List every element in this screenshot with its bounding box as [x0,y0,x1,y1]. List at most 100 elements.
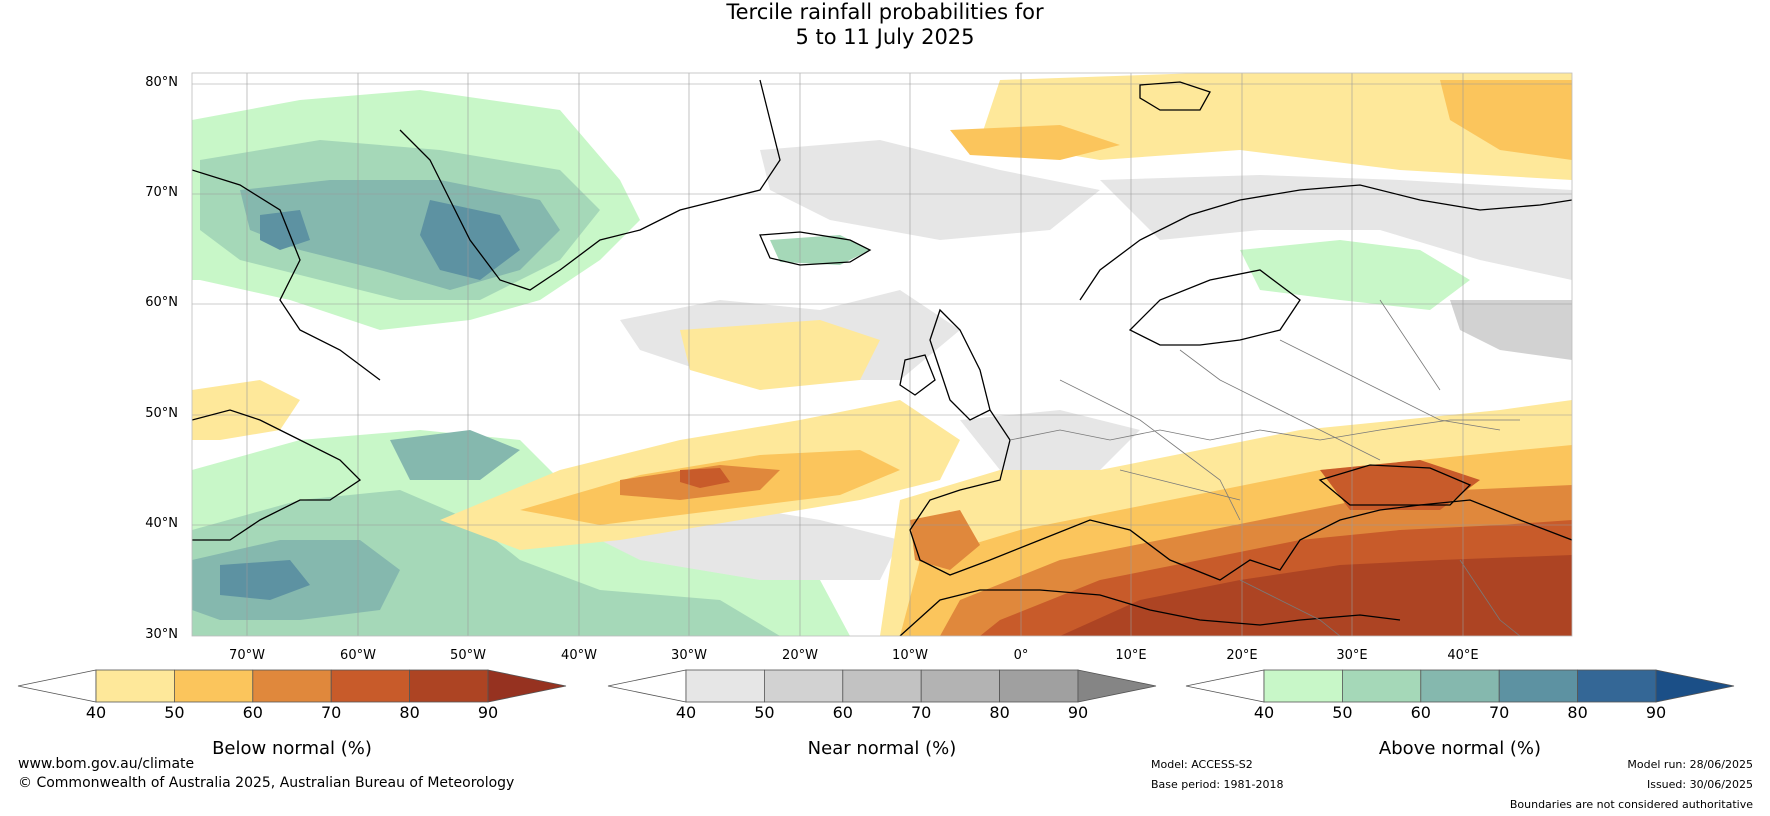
colorbar-below-normal-tick-50: 50 [164,703,185,722]
colorbar-above-normal-tick-90: 90 [1645,703,1667,722]
website-link[interactable]: www.bom.gov.au/climate [18,756,195,772]
colorbar-above-normal-bin-1 [1342,669,1422,703]
coast-greenland-west [192,169,381,381]
below-normal-region-mid-atlantic-north [680,320,880,390]
colorbar-near-normal-tick-40: 40 [675,703,697,722]
lon-label-70w: 70°W [229,648,265,663]
coast-norway [1079,184,1572,301]
colorbar-below-normal-tick-70: 70 [321,703,342,722]
below-normal-region-arctic-mid [1440,80,1572,160]
colorbar-above-normal-bin-2 [1420,669,1500,703]
title-line-1: Tercile rainfall probabilities for [726,0,1044,24]
colorbar-above-normal-tick-80: 80 [1567,703,1588,722]
lon-label-30e: 30°E [1336,648,1368,663]
colorbar-label-below-normal: Below normal (%) [212,738,372,759]
lon-label-50w: 50°W [450,648,486,663]
lon-label-10w: 10°W [892,648,928,663]
colorbar-near-normal-tick-60: 60 [832,703,853,722]
near-normal-region-russia [1450,300,1572,360]
colorbar-above-normal-bin-3 [1498,669,1578,703]
colorbar-above-normal-left-extend [1185,669,1265,703]
colorbar-below-normal-bin-4 [409,669,489,703]
title-line-2: 5 to 11 July 2025 [795,25,975,49]
colorbars [17,669,1735,703]
base-period-text: Base period: 1981-2018 [1151,778,1284,791]
lat-label-40n: 40°N [145,516,178,531]
coast-black-sea [1318,464,1472,506]
colorbar-label-above-normal: Above normal (%) [1378,738,1542,759]
colorbar-near-normal-tick-50: 50 [754,703,775,722]
coast-uk [929,308,991,421]
below-normal-region-labrador [192,380,300,440]
colorbar-above-normal-tick-60: 60 [1410,703,1431,722]
coast-svalbard [1139,81,1211,111]
lat-label-30n: 30°N [145,627,178,642]
coast-europe-west [909,409,1011,576]
lon-label-20e: 20°E [1226,648,1258,663]
coast-ireland [899,354,936,396]
colorbar-below-normal-bin-0 [95,669,175,703]
copyright-text: © Commonwealth of Australia 2025, Austra… [18,775,515,791]
lon-label-10e: 10°E [1115,648,1147,663]
coast-iceland [759,231,872,266]
map-frame [191,72,1573,637]
coast-canada [192,409,362,541]
colorbar-near-normal-bin-0 [685,669,765,703]
model-text: Model: ACCESS-S2 [1151,758,1253,771]
lat-label-50n: 50°N [145,406,178,421]
graticule [192,73,1572,636]
coastlines [192,79,1572,636]
coast-baltic [1128,269,1301,346]
colorbar-above-normal-tick-40: 40 [1253,703,1275,722]
colorbar-near-normal-bin-2 [842,669,922,703]
colorbar-below-normal-bin-3 [330,669,411,703]
country-borders [1009,299,1521,636]
below-normal-region-atlantic-band-peak [680,468,730,488]
colorbar-near-normal-tick-80: 80 [989,703,1010,722]
colorbar-above-normal-right-extend [1655,669,1735,703]
colorbar-near-normal-bin-1 [764,669,844,703]
colorbar-below-normal-tick-60: 60 [242,703,263,722]
issued-text: Issued: 30/06/2025 [1646,778,1753,791]
near-normal-region-north [760,140,1100,240]
lon-label-60w: 60°W [340,648,376,663]
lat-label-60n: 60°N [145,295,178,310]
lon-label-0: 0° [1013,648,1029,663]
model-run-text: Model run: 28/06/2025 [1627,758,1753,771]
lon-label-20w: 20°W [782,648,818,663]
chart-title: Tercile rainfall probabilities for 5 to … [0,0,1770,50]
above-normal-region-scandinavia [1240,240,1470,310]
above-normal-region-greenland-peak-2 [260,210,310,250]
above-normal-region-newfoundland [390,430,520,480]
colorbar-below-normal-left-extend [17,669,97,703]
colorbar-below-normal-tick-80: 80 [399,703,420,722]
lat-label-80n: 80°N [145,75,178,90]
lon-label-30w: 30°W [671,648,707,663]
coast-greenland [399,79,781,291]
lon-label-40w: 40°W [561,648,597,663]
colorbar-near-normal-bin-4 [999,669,1079,703]
below-normal-region-mediterranean-peak [1060,555,1572,636]
near-normal-region-europe [960,410,1140,470]
colorbar-below-normal-right-extend [487,669,567,703]
colorbar-below-normal-tick-90: 90 [477,703,499,722]
colorbar-below-normal-tick-40: 40 [85,703,107,722]
colorbar-near-normal-right-extend [1077,669,1157,703]
below-normal-region-arctic-mid-2 [950,125,1120,160]
colorbar-above-normal-bin-4 [1577,669,1657,703]
colorbar-above-normal-bin-0 [1263,669,1343,703]
below-normal-region-arctic [980,73,1572,180]
colorbar-below-normal-bin-1 [173,669,254,703]
colorbar-near-normal-tick-90: 90 [1067,703,1089,722]
colorbar-above-normal-tick-70: 70 [1489,703,1510,722]
colorbar-near-normal-left-extend [607,669,687,703]
disclaimer-text: Boundaries are not considered authoritat… [1509,798,1753,811]
above-normal-region-iceland [770,235,870,265]
coast-africa-north [899,589,1401,636]
colorbar-above-normal-tick-50: 50 [1332,703,1353,722]
colorbar-label-near-normal: Near normal (%) [807,738,957,759]
near-normal-region-scandinavia [1100,175,1572,280]
above-normal-region-atlantic-sw-peak [220,560,310,600]
lon-label-40e: 40°E [1447,648,1479,663]
